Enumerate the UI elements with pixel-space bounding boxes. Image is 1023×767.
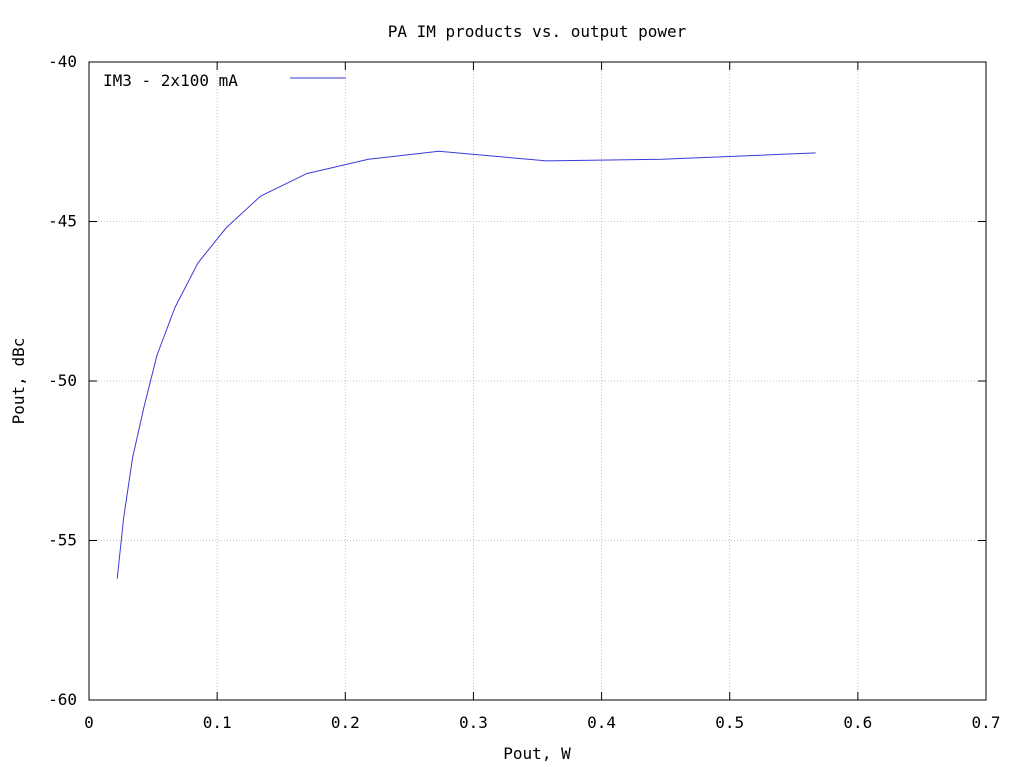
x-tick-label: 0.6 <box>843 713 872 732</box>
y-tick-labels: -40 -45 -50 -55 -60 <box>48 52 77 709</box>
y-tick-label: -40 <box>48 52 77 71</box>
x-tick-label: 0 <box>84 713 94 732</box>
y-tick-label: -50 <box>48 371 77 390</box>
x-tick-label: 0.5 <box>715 713 744 732</box>
y-tick-label: -55 <box>48 531 77 550</box>
chart-title: PA IM products vs. output power <box>388 22 687 41</box>
ticks <box>88 61 987 701</box>
x-axis-title: Pout, W <box>503 744 571 763</box>
x-tick-labels: 0 0.1 0.2 0.3 0.4 0.5 0.6 0.7 <box>84 713 1000 732</box>
y-tick-label: -60 <box>48 690 77 709</box>
x-tick-label: 0.7 <box>972 713 1001 732</box>
y-tick-label: -45 <box>48 212 77 231</box>
y-axis-title: Pout, dBc <box>9 338 28 425</box>
legend: IM3 - 2x100 mA <box>103 71 346 90</box>
x-tick-label: 0.1 <box>203 713 232 732</box>
x-tick-label: 0.3 <box>459 713 488 732</box>
legend-label: IM3 - 2x100 mA <box>103 71 238 90</box>
x-tick-label: 0.2 <box>331 713 360 732</box>
series-line-im3 <box>116 150 816 579</box>
grid-lines <box>89 62 986 700</box>
series-layer <box>116 150 816 579</box>
x-tick-label: 0.4 <box>587 713 616 732</box>
